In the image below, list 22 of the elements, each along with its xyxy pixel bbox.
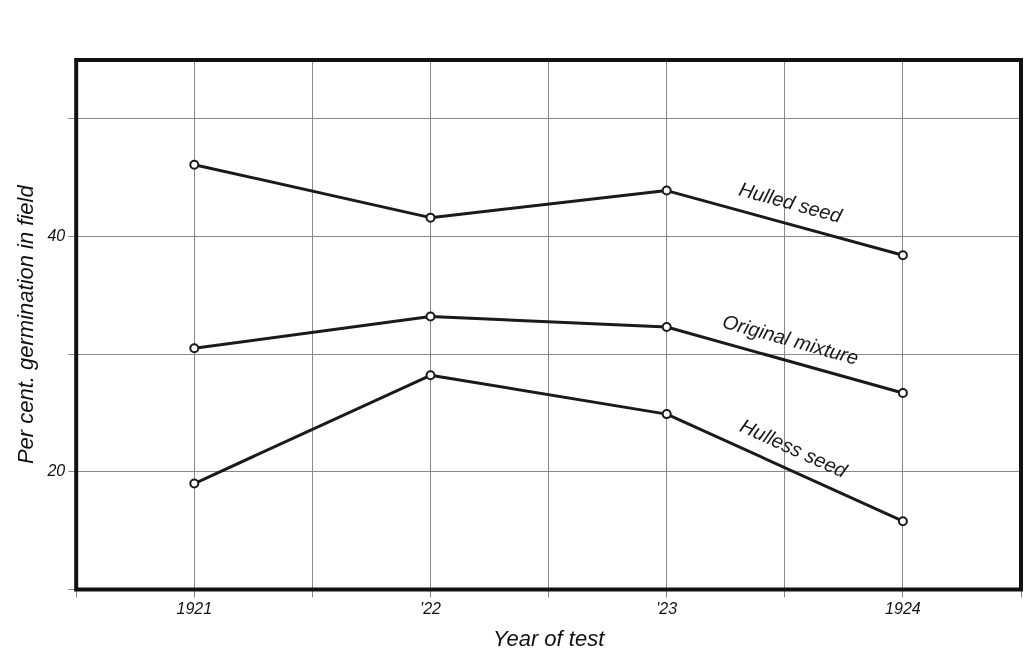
x-tick-label: '22 bbox=[420, 600, 442, 618]
y-tick-label: 40 bbox=[47, 226, 66, 244]
text: Original mixture bbox=[720, 309, 861, 369]
x-tick-label: 1921 bbox=[176, 600, 213, 618]
x-tick-label: 1924 bbox=[885, 600, 921, 618]
point bbox=[897, 516, 908, 527]
x-tick-label: '23 bbox=[656, 600, 678, 618]
point bbox=[189, 478, 200, 489]
text: Hulled seed bbox=[736, 177, 846, 228]
point bbox=[189, 343, 200, 354]
point bbox=[661, 322, 672, 333]
point bbox=[897, 250, 908, 261]
point bbox=[425, 212, 436, 223]
x-axis-title: Year of test bbox=[492, 625, 606, 651]
point bbox=[661, 409, 672, 420]
point bbox=[897, 387, 908, 398]
point bbox=[189, 159, 200, 170]
point bbox=[425, 370, 436, 381]
point bbox=[661, 185, 672, 196]
y-tick-label: 20 bbox=[46, 462, 66, 480]
y-axis-title: Per cent. germination in field bbox=[13, 184, 39, 465]
point bbox=[425, 311, 436, 322]
